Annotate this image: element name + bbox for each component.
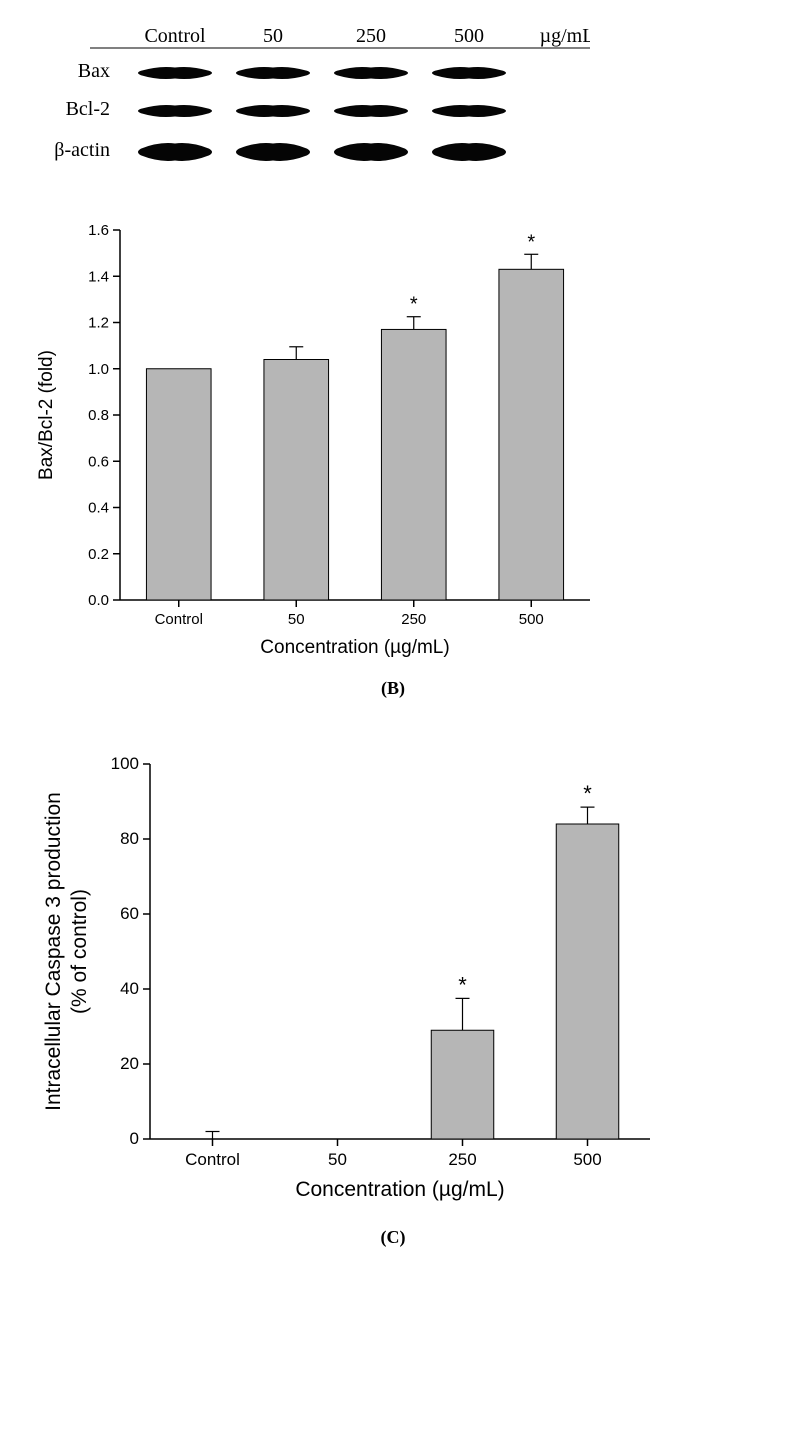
bar — [431, 1030, 494, 1139]
y-tick-label: 1.6 — [88, 222, 109, 239]
blot-band — [334, 143, 408, 161]
blot-header-label: 250 — [356, 25, 386, 47]
x-tick-label: Control — [155, 611, 203, 628]
y-tick-label: 80 — [120, 829, 139, 848]
blot-header-label: 50 — [263, 25, 283, 47]
blot-band — [138, 105, 212, 117]
y-tick-label: 0 — [130, 1129, 139, 1148]
y-tick-label: 60 — [120, 904, 139, 923]
blot-row-label: Bax — [78, 60, 110, 82]
blot-band — [236, 105, 310, 117]
blot-band — [432, 105, 506, 117]
y-axis-label-line2: (% of control) — [68, 889, 91, 1014]
bar — [499, 269, 564, 600]
y-tick-label: 0.0 — [88, 592, 109, 609]
y-axis-label-line1: Intracellular Caspase 3 production — [42, 792, 65, 1111]
blot-header-label: µg/mL — [540, 25, 590, 47]
x-tick-label: 250 — [401, 611, 426, 628]
bar — [146, 369, 211, 600]
chart-c-svg: 0 20 40 60 80 100 Control 50 * 250 * 500 Concentrati… — [30, 739, 670, 1219]
chart-c-panel: 0 20 40 60 80 100 Control 50 * 250 * 500 Concentrati… — [30, 739, 756, 1248]
western-blot-panel: Control 50 250 500 µg/mL Bax Bcl-2 β-actin — [30, 20, 756, 190]
y-tick-label: 0.8 — [88, 407, 109, 424]
x-tick-label: 500 — [573, 1150, 601, 1169]
x-axis-label: Concentration (µg/mL) — [260, 637, 449, 658]
x-tick-label: 50 — [288, 611, 305, 628]
bar — [556, 824, 619, 1139]
blot-band — [432, 67, 506, 79]
y-tick-label: 1.0 — [88, 361, 109, 378]
y-axis-label: Bax/Bcl-2 (fold) — [36, 350, 57, 480]
y-tick-label: 1.4 — [88, 268, 109, 285]
y-tick-label: 100 — [111, 754, 139, 773]
blot-band — [138, 143, 212, 161]
blot-band — [236, 143, 310, 161]
x-tick-label: 250 — [448, 1150, 476, 1169]
x-tick-label: 50 — [328, 1150, 347, 1169]
western-blot-svg: Control 50 250 500 µg/mL Bax Bcl-2 β-actin — [30, 20, 590, 190]
y-tick-label: 20 — [120, 1054, 139, 1073]
blot-band — [138, 67, 212, 79]
y-tick-label: 1.2 — [88, 315, 109, 332]
blot-row-label: β-actin — [54, 139, 110, 161]
y-tick-label: 40 — [120, 979, 139, 998]
panel-label-c: (C) — [30, 1227, 756, 1248]
blot-row-label: Bcl-2 — [66, 98, 110, 120]
significance-marker: * — [583, 781, 592, 806]
blot-header-label: Control — [144, 25, 206, 47]
x-axis-label: Concentration (µg/mL) — [295, 1178, 504, 1201]
blot-band — [432, 143, 506, 161]
blot-band — [334, 105, 408, 117]
chart-b-panel: 0.0 0.2 0.4 0.6 0.8 1.0 1.2 1.4 1.6 Control 50 * 250… — [30, 210, 756, 699]
panel-label-b: (B) — [30, 678, 756, 699]
y-tick-label: 0.4 — [88, 500, 109, 517]
y-tick-label: 0.2 — [88, 546, 109, 563]
chart-b-svg: 0.0 0.2 0.4 0.6 0.8 1.0 1.2 1.4 1.6 Control 50 * 250… — [30, 210, 610, 670]
bar — [264, 360, 329, 601]
blot-band — [236, 67, 310, 79]
significance-marker: * — [458, 972, 467, 997]
blot-header-label: 500 — [454, 25, 484, 47]
significance-marker: * — [527, 231, 535, 253]
x-tick-label: Control — [185, 1150, 240, 1169]
blot-band — [334, 67, 408, 79]
x-tick-label: 500 — [519, 611, 544, 628]
bar — [381, 329, 446, 600]
significance-marker: * — [410, 294, 418, 316]
y-tick-label: 0.6 — [88, 453, 109, 470]
